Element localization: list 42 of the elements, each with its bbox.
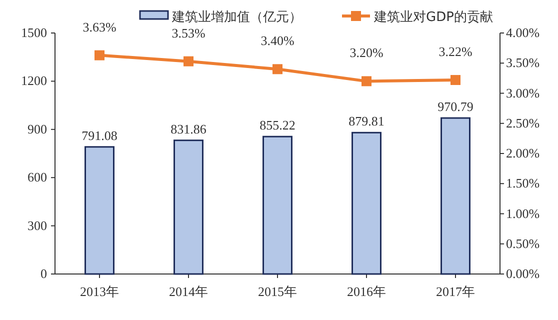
y2-tick-label: 0.00% xyxy=(506,266,540,281)
bar xyxy=(352,132,382,275)
point xyxy=(184,56,194,66)
legend-label: 建筑业对GDP的贡献 xyxy=(373,10,493,25)
y2-tick-label: 1.00% xyxy=(506,206,540,221)
data-label: 831.86 xyxy=(170,121,207,136)
data-label: 791.08 xyxy=(82,128,118,143)
point xyxy=(94,50,104,60)
data-label: 3.22% xyxy=(438,44,472,59)
data-label: 3.53% xyxy=(172,25,206,40)
legend-label: 建筑业增加值（亿元） xyxy=(171,10,302,25)
bar xyxy=(262,136,292,275)
point xyxy=(362,76,372,86)
y-tick-label: 1500 xyxy=(21,25,47,40)
y2-tick-label: 1.50% xyxy=(506,176,540,191)
y2-tick-label: 4.00% xyxy=(506,25,540,40)
y-tick-label: 1200 xyxy=(21,73,47,88)
bar xyxy=(84,146,114,275)
y2-tick-label: 3.00% xyxy=(506,85,540,100)
y-tick-label: 0 xyxy=(40,266,47,281)
x-tick-label: 2014年 xyxy=(169,284,208,299)
y2-tick-label: 3.50% xyxy=(506,55,540,70)
point xyxy=(450,74,460,85)
data-label: 970.79 xyxy=(438,99,474,114)
data-label: 3.40% xyxy=(260,33,294,48)
y-tick-label: 300 xyxy=(28,218,47,233)
y2-tick-label: 0.50% xyxy=(506,236,540,251)
y2-tick-label: 2.00% xyxy=(506,146,540,160)
point xyxy=(272,64,282,74)
y2-tick-label: 2.50% xyxy=(506,115,540,130)
data-label: 879.81 xyxy=(348,114,384,129)
data-label: 855.22 xyxy=(260,118,296,133)
x-tick-label: 2017年 xyxy=(436,284,475,299)
y-tick-label: 600 xyxy=(28,170,47,185)
x-tick-label: 2013年 xyxy=(80,284,119,299)
x-tick-label: 2015年 xyxy=(258,284,297,299)
data-label: 3.20% xyxy=(350,45,384,60)
bar xyxy=(440,117,470,275)
bar xyxy=(174,140,204,275)
y-tick-label: 900 xyxy=(28,121,47,136)
data-label: 3.63% xyxy=(82,19,116,34)
x-tick-label: 2016年 xyxy=(347,284,386,299)
